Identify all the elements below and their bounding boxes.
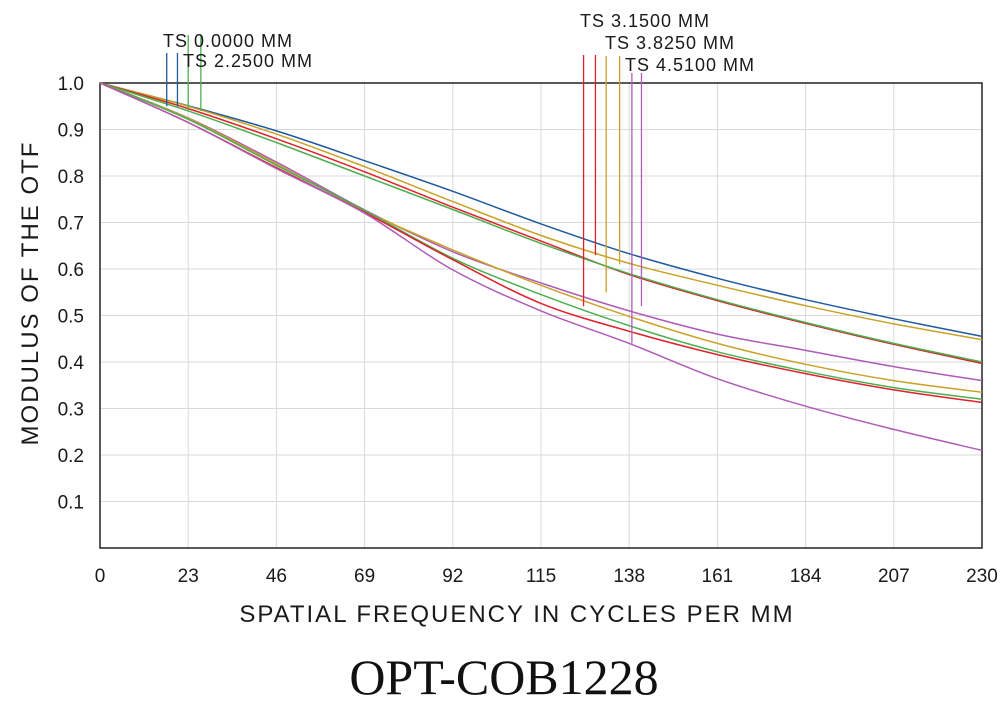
legend-entry-0: TS 0.0000 MM — [163, 31, 293, 51]
y-axis-ticks: 0.1 0.2 0.3 0.4 0.5 0.6 0.7 0.8 0.9 1.0 — [58, 74, 85, 514]
y-tick-label: 0.9 — [58, 121, 84, 142]
y-tick-label: 0.4 — [58, 353, 85, 374]
x-tick-label: 207 — [878, 566, 910, 587]
y-tick-label: 0.8 — [58, 167, 84, 188]
y-tick-label: 0.5 — [58, 307, 84, 328]
y-axis-label: MODULUS OF THE OTF — [17, 141, 44, 446]
y-tick-label: 0.3 — [58, 400, 84, 421]
series-line-1 — [99, 82, 983, 341]
x-tick-label: 92 — [442, 566, 463, 587]
x-tick-label: 115 — [526, 566, 556, 587]
x-tick-label: 138 — [613, 566, 645, 587]
series-line-2 — [99, 82, 983, 365]
x-tick-label: 69 — [354, 566, 375, 587]
y-tick-label: 0.7 — [58, 214, 84, 235]
y-tick-label: 1.0 — [58, 74, 84, 95]
series-line-6 — [99, 82, 983, 400]
x-tick-label: 161 — [702, 566, 734, 587]
x-axis-ticks: 0 23 46 69 92 115 138 161 184 207 230 — [95, 566, 998, 587]
legend-entry-1: TS 2.2500 MM — [183, 51, 313, 71]
x-tick-label: 0 — [95, 566, 106, 587]
chart-title: OPT-COB1228 — [349, 649, 658, 705]
series-line-8 — [99, 82, 983, 452]
x-tick-label: 46 — [266, 566, 287, 587]
series-line-0 — [99, 82, 983, 338]
series-line-5 — [99, 82, 983, 393]
legend-entry-4: TS 4.5100 MM — [625, 55, 755, 75]
x-axis-label: SPATIAL FREQUENCY IN CYCLES PER MM — [239, 601, 794, 628]
series-line-3 — [99, 82, 983, 363]
x-tick-label: 184 — [790, 566, 822, 587]
y-tick-label: 0.6 — [58, 260, 84, 281]
series-lines — [99, 82, 983, 452]
legend-marker-lines — [166, 35, 643, 344]
legend-entry-3: TS 3.8250 MM — [605, 33, 735, 53]
y-tick-label: 0.2 — [58, 446, 84, 467]
x-tick-label: 230 — [966, 566, 998, 587]
plot-frame — [99, 82, 983, 549]
y-tick-label: 0.1 — [58, 493, 84, 514]
series-line-4 — [99, 82, 983, 382]
x-tick-label: 23 — [178, 566, 199, 587]
legend-entry-2: TS 3.1500 MM — [580, 11, 710, 31]
